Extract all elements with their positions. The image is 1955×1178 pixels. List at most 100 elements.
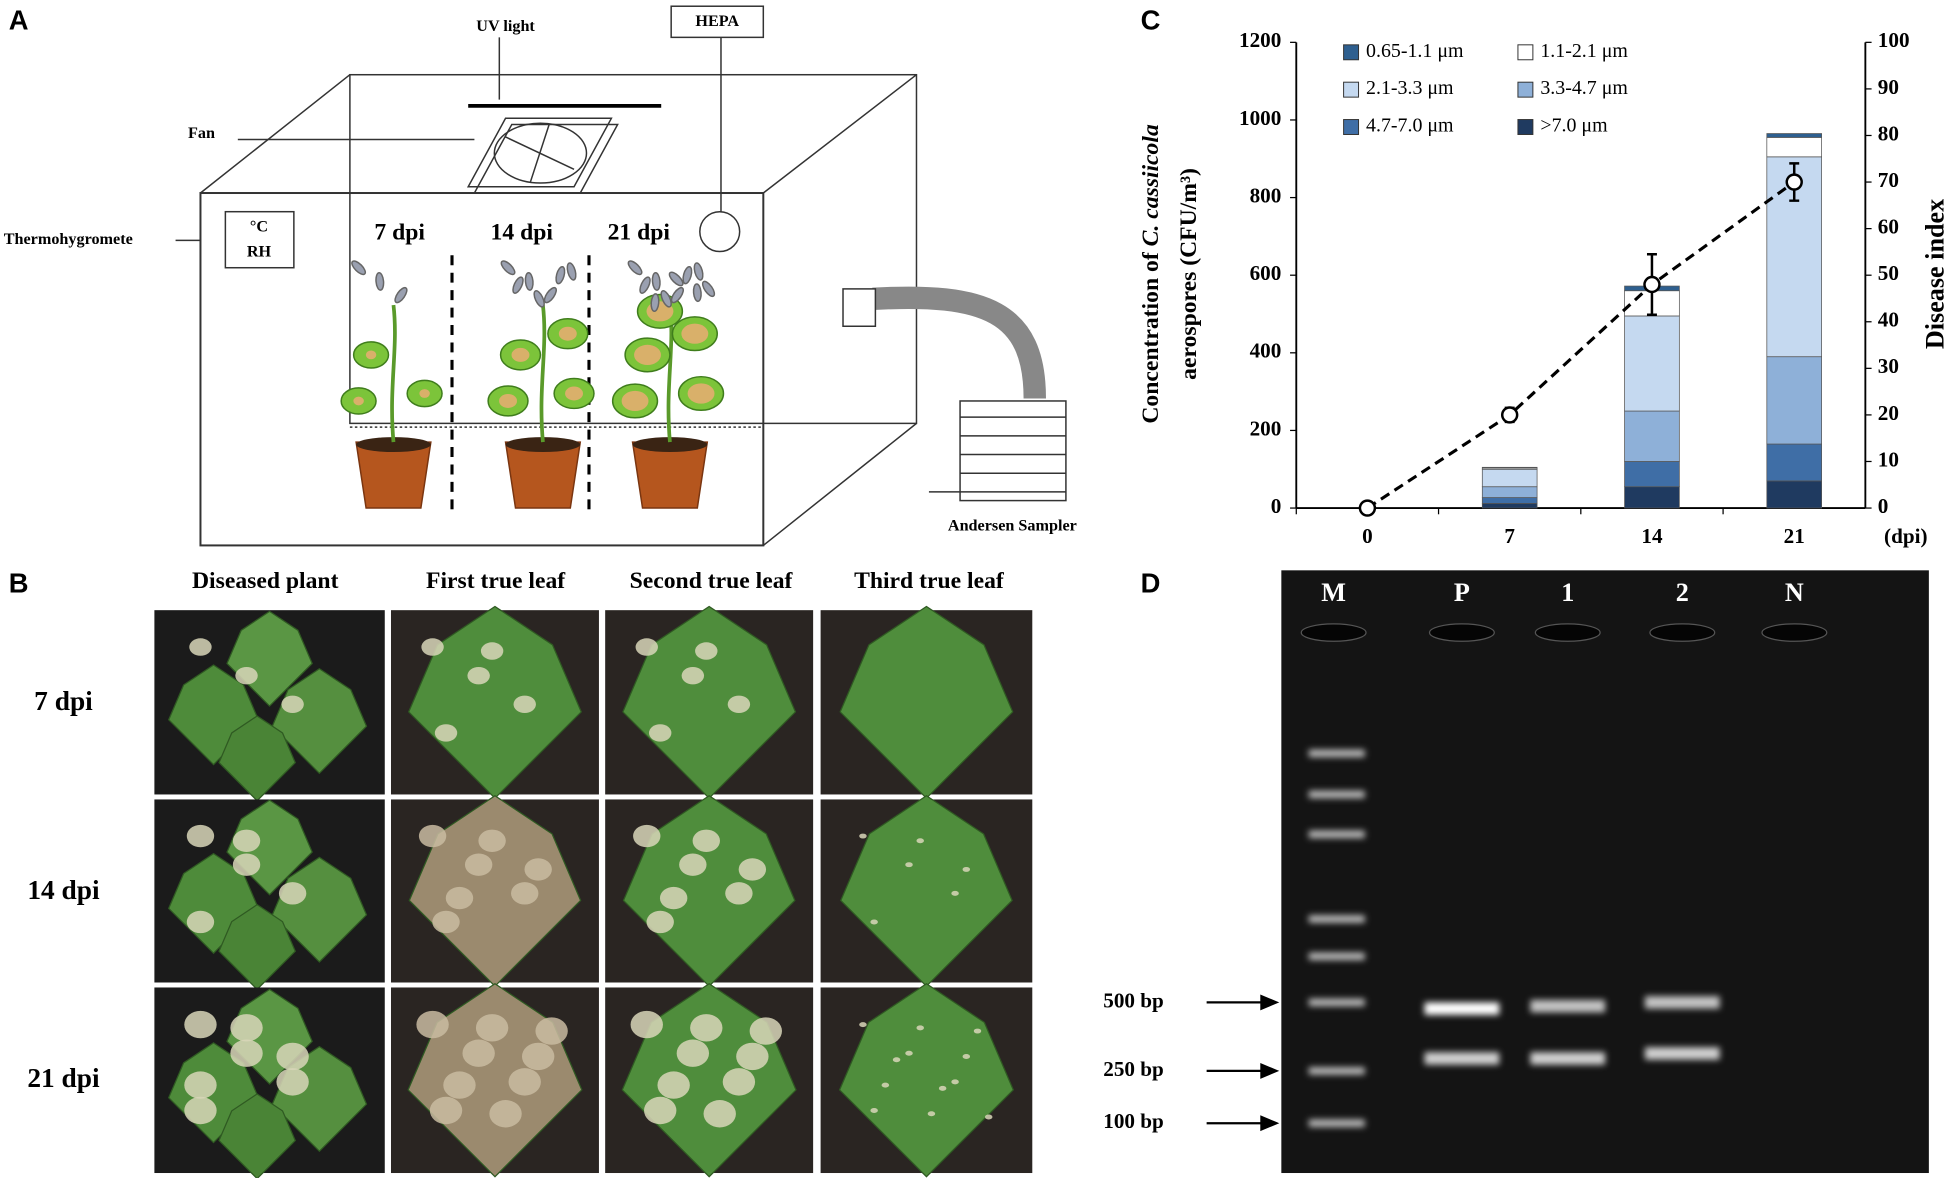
leaf — [838, 983, 1015, 1178]
spore — [639, 276, 651, 294]
lesion — [353, 396, 364, 406]
point — [1785, 173, 1803, 191]
fan-frame — [466, 117, 613, 188]
lesion — [657, 1071, 690, 1099]
panel-label: C — [1141, 5, 1161, 36]
lesion — [535, 1017, 568, 1045]
lesion — [635, 638, 658, 656]
lesion — [565, 386, 584, 401]
photo — [820, 983, 1033, 1178]
lesion — [186, 910, 215, 934]
lesion — [184, 1010, 217, 1039]
sample-band — [1424, 1052, 1500, 1065]
lesion — [859, 1022, 867, 1028]
label: RH — [247, 244, 272, 261]
lesion — [480, 642, 504, 660]
point — [1500, 406, 1519, 424]
x-axis-label: (dpi) — [1884, 524, 1928, 548]
column-header: Third true leaf — [854, 568, 1005, 594]
photo — [390, 605, 599, 800]
lesion — [230, 1039, 263, 1067]
lesion — [521, 1042, 555, 1071]
spore — [524, 271, 534, 291]
marker-label: 500 bp — [1103, 988, 1164, 1012]
lesion — [644, 1096, 677, 1125]
edge — [762, 422, 917, 547]
well — [1649, 623, 1716, 642]
bar-segment — [1766, 480, 1822, 509]
lesion — [630, 1010, 663, 1039]
lesion — [916, 838, 924, 844]
spore — [692, 283, 702, 303]
row-header: 14 dpi — [27, 875, 100, 905]
column-header: First true leaf — [426, 568, 566, 594]
lesion — [690, 1014, 723, 1042]
leaf — [407, 605, 582, 800]
bar-segment — [1481, 486, 1538, 498]
lesion — [281, 695, 304, 714]
lesion — [524, 858, 552, 881]
spore — [555, 265, 566, 285]
lesion — [276, 1068, 309, 1096]
photo — [605, 983, 814, 1178]
x-tick-label: 21 — [1784, 524, 1805, 548]
spore — [651, 271, 661, 291]
lesion — [633, 824, 661, 848]
lesion — [951, 1079, 959, 1085]
lesion — [499, 393, 518, 408]
legend-label: 4.7-7.0 μm — [1366, 115, 1454, 137]
lesion — [984, 1114, 993, 1120]
marker-label: 250 bp — [1103, 1057, 1164, 1081]
gel — [1281, 570, 1929, 1174]
soil — [632, 437, 708, 453]
legend-swatch — [1343, 81, 1360, 98]
spore — [543, 286, 557, 304]
spore — [375, 271, 385, 291]
legend-label: 1.1-2.1 μm — [1540, 40, 1628, 62]
sample-band — [1530, 1052, 1606, 1065]
y2-tick-label: 40 — [1878, 308, 1899, 332]
y2-tick-label: 80 — [1878, 121, 1899, 145]
spore — [627, 260, 643, 276]
leaf — [839, 605, 1014, 800]
hepa-box — [670, 5, 765, 39]
bar-segment — [1624, 461, 1680, 488]
sample-band — [1530, 999, 1606, 1013]
arrow-head — [1260, 1063, 1280, 1079]
point — [1643, 275, 1661, 294]
column-header: Diseased plant — [192, 568, 339, 594]
ladder-band — [1308, 749, 1365, 758]
lesion — [232, 853, 261, 876]
lesion — [927, 1111, 936, 1117]
leaf — [218, 903, 296, 991]
lesion — [703, 1100, 736, 1128]
bar-segment — [1624, 410, 1680, 462]
label: °C — [250, 219, 268, 236]
stage-label: 7 dpi — [374, 220, 425, 246]
y-tick-label: 1200 — [1239, 28, 1281, 52]
photo — [154, 610, 385, 802]
lesion — [962, 1053, 971, 1059]
photo — [820, 795, 1033, 988]
chamber-diagram — [175, 5, 1067, 547]
stage-label: 14 dpi — [491, 220, 554, 246]
lesion — [475, 1014, 509, 1042]
bar-segment — [1766, 133, 1822, 138]
y-axis-label: Concentration of C. cassiicola — [1139, 124, 1165, 424]
y-axis-label-part: C. cassiicola — [1139, 124, 1165, 246]
lesion — [681, 666, 705, 685]
lesion — [962, 866, 971, 872]
lane-label: P — [1454, 578, 1470, 607]
sample-band — [1644, 996, 1720, 1009]
lesion — [419, 389, 430, 398]
lesion — [687, 383, 715, 404]
bar-segment — [1481, 497, 1538, 504]
lesion — [725, 882, 753, 905]
panel-label: D — [1141, 567, 1161, 598]
legend-label: 3.3-4.7 μm — [1540, 77, 1628, 99]
x-tick-label: 14 — [1641, 524, 1663, 548]
lesion — [870, 919, 878, 925]
lesion — [558, 326, 577, 341]
